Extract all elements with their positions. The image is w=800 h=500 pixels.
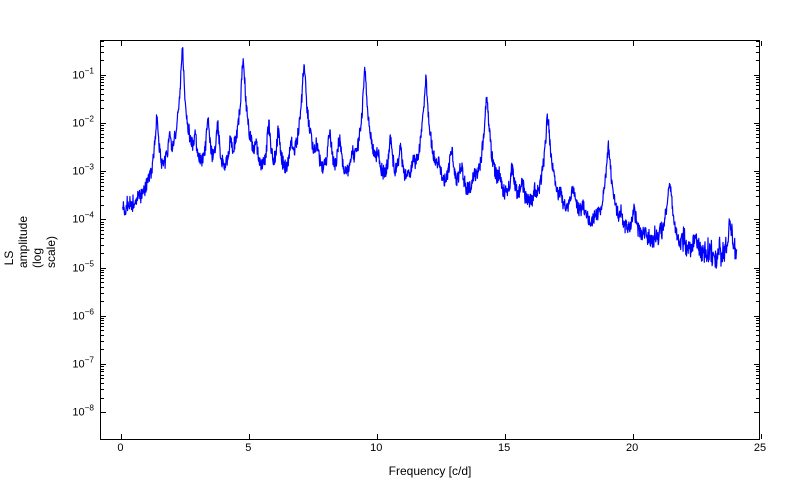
ytick-label: 10−4 (0, 211, 94, 226)
xtick-label: 20 (626, 442, 638, 454)
ytick-label: 10−3 (0, 163, 94, 178)
figure: 10−810−710−610−510−410−310−210−1 0510152… (0, 0, 800, 500)
xtick-label: 0 (117, 442, 123, 454)
ytick-label: 10−8 (0, 404, 94, 419)
ytick-label: 10−1 (0, 66, 94, 81)
xtick-label: 10 (370, 442, 382, 454)
plot-axes (100, 40, 760, 440)
x-axis-label: Frequency [c/d] (100, 464, 760, 478)
ytick-label: 10−7 (0, 356, 94, 371)
y-axis-label: LS amplitude (log scale) (2, 248, 58, 268)
xtick-label: 15 (498, 442, 510, 454)
ytick-label: 10−6 (0, 307, 94, 322)
xtick-label: 5 (245, 442, 251, 454)
periodogram-line (101, 41, 761, 441)
xtick-label: 25 (754, 442, 766, 454)
ytick-label: 10−2 (0, 115, 94, 130)
